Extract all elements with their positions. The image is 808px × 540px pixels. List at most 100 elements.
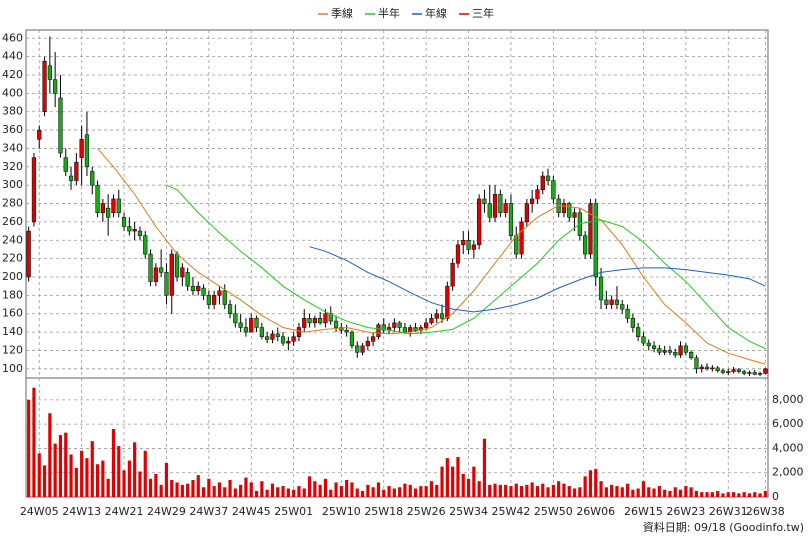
volume-bar bbox=[535, 486, 540, 497]
candle-body bbox=[90, 171, 95, 186]
volume-bar bbox=[557, 481, 561, 497]
volume-bar bbox=[318, 484, 322, 497]
candle-body bbox=[614, 299, 620, 305]
volume-bar bbox=[138, 471, 142, 497]
candle-body bbox=[302, 318, 307, 328]
candle-body bbox=[137, 230, 143, 236]
volume-bar bbox=[101, 460, 105, 497]
volume-bar bbox=[700, 492, 704, 497]
volume-bar bbox=[350, 482, 354, 497]
candle-body bbox=[726, 371, 731, 373]
legend-label: 季線 bbox=[331, 6, 353, 20]
volume-bar bbox=[647, 487, 651, 497]
y2-tick-label: 2,000 bbox=[772, 466, 804, 479]
candle-body bbox=[206, 295, 211, 305]
volume-bar bbox=[207, 478, 211, 497]
candle-body bbox=[74, 161, 79, 181]
ma-line bbox=[97, 148, 766, 365]
candle-body bbox=[217, 290, 222, 296]
candle-body bbox=[31, 157, 37, 223]
candle-body bbox=[312, 318, 317, 324]
volume-bar bbox=[705, 492, 709, 497]
candle-body bbox=[593, 203, 598, 278]
candle-body bbox=[667, 350, 673, 353]
candle-body bbox=[121, 217, 127, 227]
x-tick-label: 25W18 bbox=[364, 505, 403, 518]
candle-body bbox=[371, 336, 376, 342]
candle-body bbox=[365, 341, 370, 347]
candle-body bbox=[307, 318, 312, 324]
candle-body bbox=[503, 203, 508, 213]
candle-body bbox=[318, 318, 323, 324]
candle-body bbox=[100, 203, 105, 213]
volume-bar bbox=[175, 482, 179, 497]
volume-bar bbox=[599, 481, 603, 497]
candle-body bbox=[127, 226, 132, 232]
candle-body bbox=[275, 333, 280, 337]
candle-body bbox=[26, 230, 31, 278]
y-tick-label: 160 bbox=[2, 307, 23, 320]
volume-bar bbox=[201, 487, 206, 497]
y-tick-label: 400 bbox=[2, 86, 23, 99]
volume-bar bbox=[90, 441, 94, 497]
volume-bar bbox=[48, 413, 52, 497]
candle-body bbox=[604, 299, 609, 305]
candle-body bbox=[657, 348, 662, 353]
candle-body bbox=[641, 336, 646, 344]
volume-bar bbox=[366, 484, 370, 497]
volume-bar bbox=[657, 486, 661, 497]
volume-bar bbox=[594, 469, 598, 497]
volume-bar bbox=[186, 483, 190, 497]
candle-body bbox=[466, 240, 471, 250]
candle-body bbox=[588, 203, 593, 255]
volume-bar bbox=[477, 481, 481, 497]
candle-body bbox=[227, 304, 233, 314]
candle-body bbox=[720, 370, 726, 373]
candle-body bbox=[286, 341, 291, 344]
volume-bar bbox=[159, 484, 163, 497]
candle-body bbox=[429, 318, 434, 324]
candle-body bbox=[355, 345, 360, 353]
candle-body bbox=[477, 198, 482, 246]
y-tick-label: 380 bbox=[2, 105, 23, 118]
candle-body bbox=[265, 336, 270, 340]
candle-body bbox=[567, 203, 572, 218]
volume-bar bbox=[233, 488, 237, 497]
volume-bar bbox=[588, 470, 593, 497]
volume-bar bbox=[74, 467, 78, 497]
volume-bar bbox=[726, 492, 730, 497]
y-tick-label: 320 bbox=[2, 160, 23, 173]
volume-bar bbox=[753, 492, 757, 497]
volume-bar bbox=[403, 483, 407, 497]
candle-body bbox=[402, 327, 408, 333]
candle-body bbox=[201, 287, 206, 296]
volume-bar bbox=[689, 487, 693, 497]
volume-bar bbox=[615, 486, 619, 497]
candle-body bbox=[455, 244, 461, 264]
volume-bar bbox=[392, 488, 396, 497]
volume-bar bbox=[763, 490, 767, 497]
candle-body bbox=[185, 272, 190, 287]
volume-bar bbox=[64, 432, 68, 497]
x-tick-label: 26W06 bbox=[576, 505, 615, 518]
candle-body bbox=[190, 285, 196, 292]
candle-body bbox=[148, 253, 153, 282]
volume-bar bbox=[541, 483, 545, 497]
volume-bar bbox=[413, 488, 418, 497]
volume-bar bbox=[154, 473, 158, 497]
volume-bar bbox=[451, 466, 455, 497]
candle-body bbox=[514, 235, 519, 255]
candle-body bbox=[238, 322, 243, 328]
volume-bar bbox=[281, 486, 285, 497]
candle-body bbox=[84, 134, 90, 168]
volume-bar bbox=[684, 486, 688, 497]
candle-body bbox=[424, 322, 429, 328]
candle-body bbox=[164, 272, 169, 296]
candle-body bbox=[583, 235, 588, 255]
candle-body bbox=[37, 129, 42, 140]
candle-body bbox=[53, 79, 58, 94]
candle-body bbox=[243, 327, 249, 333]
candle-body bbox=[63, 157, 68, 172]
volume-bar bbox=[546, 487, 550, 497]
volume-bar bbox=[673, 487, 677, 497]
